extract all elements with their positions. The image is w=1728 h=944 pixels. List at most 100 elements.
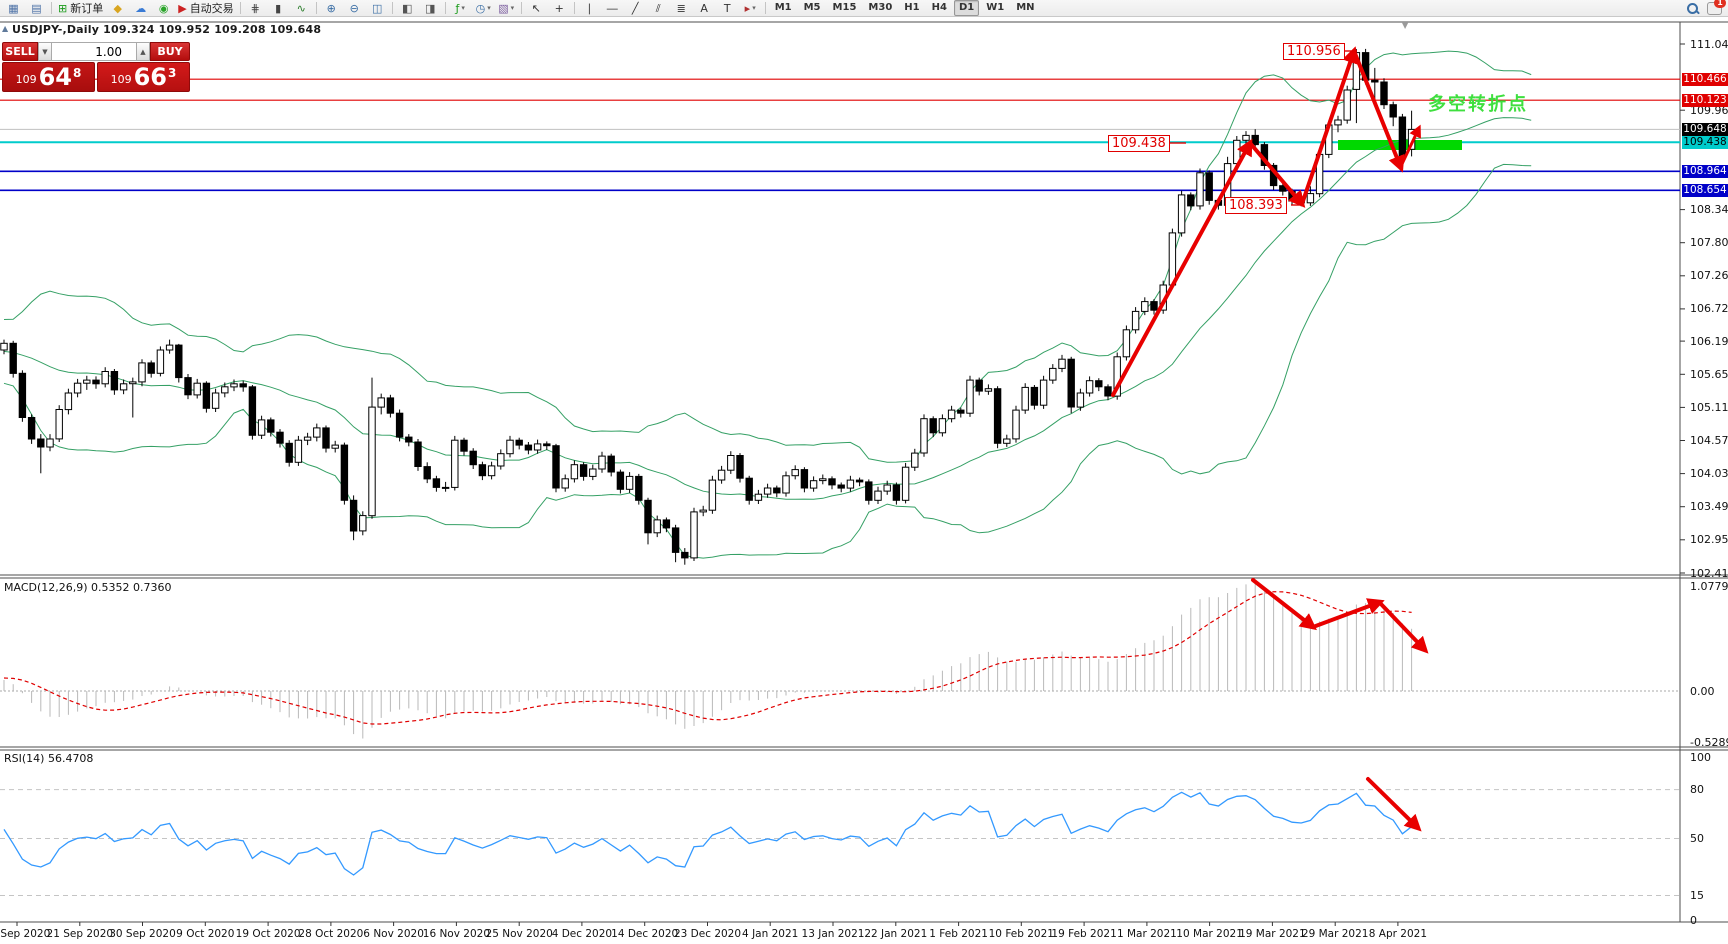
- search-icon[interactable]: [1687, 2, 1700, 15]
- trendline-icon[interactable]: ╱: [624, 0, 647, 17]
- bar-chart-icon[interactable]: ⋕: [244, 0, 267, 17]
- volume-increase-button[interactable]: ▲: [136, 42, 150, 61]
- buy-price-main: 66: [133, 63, 168, 91]
- macd-indicator: [0, 584, 1680, 739]
- data-window-icon[interactable]: ▤: [25, 0, 48, 17]
- new-order-button: ⊞: [58, 1, 68, 15]
- date-axis-label: 13 Jan 2021: [801, 928, 865, 940]
- line-chart-icon: ∿: [296, 1, 306, 15]
- window-layout-icon[interactable]: ◨: [419, 0, 442, 17]
- timeframe-mn-button[interactable]: MN: [1016, 2, 1035, 13]
- timeframe-m15-button[interactable]: M15: [832, 2, 857, 13]
- horizontal-line-icon: ―: [606, 1, 618, 15]
- sell-price-main: 64: [38, 63, 73, 91]
- trendline-icon: ╱: [631, 1, 639, 15]
- chart-window-icon[interactable]: ▦: [2, 0, 25, 17]
- timeframe-m5-button[interactable]: M5: [803, 2, 821, 13]
- autotrade-button[interactable]: ▶ 自动交易: [178, 1, 234, 15]
- history-center-icon[interactable]: ◆: [106, 0, 129, 17]
- sell-price-display[interactable]: 109 64 8: [2, 62, 95, 92]
- horizontal-line-icon[interactable]: ―: [601, 0, 624, 17]
- zoom-out-icon[interactable]: ⊖: [343, 0, 366, 17]
- annotation-note-text[interactable]: 多空转折点: [1428, 94, 1528, 115]
- rsi-axis-label: 100: [1690, 750, 1711, 764]
- chart-profile-icon[interactable]: ◧: [396, 0, 419, 17]
- date-axis-label: 1 Mar 2021: [1116, 928, 1177, 940]
- arrows-icon[interactable]: ▸ ▾: [739, 0, 762, 17]
- buy-price-prefix: 109: [110, 73, 132, 86]
- new-order-button[interactable]: ⊞ 新订单: [58, 1, 104, 15]
- notifications-icon[interactable]: 1: [1707, 0, 1726, 15]
- macd-label: MACD(12,26,9) 0.5352 0.7360: [2, 581, 174, 594]
- date-axis-label: 23 Dec 2020: [673, 928, 742, 940]
- candles: [0, 48, 1416, 565]
- price-axis-tick: 109.960: [1690, 103, 1728, 117]
- one-click-trading-panel: SELL ▼ 1.00 ▲ BUY 109 64 8 109 66 3: [2, 42, 190, 92]
- zoom-in-icon[interactable]: ⊕: [320, 0, 343, 17]
- text-icon: A: [700, 1, 708, 15]
- date-axis-label: 11 Sep 2020: [0, 928, 51, 940]
- zoom-in-icon: ⊕: [326, 1, 336, 15]
- macd-axis-label: 0.00: [1690, 685, 1715, 698]
- buy-button[interactable]: BUY: [150, 42, 190, 61]
- date-axis-label: 14 Dec 2020: [611, 928, 679, 940]
- date-axis-label: 25 Nov 2020: [485, 928, 553, 940]
- timeframe-w1-button[interactable]: W1: [986, 2, 1005, 13]
- periods-icon: ◷: [475, 1, 486, 15]
- timeframe-h1-button[interactable]: H1: [904, 2, 920, 13]
- price-axis-tick: 106.195: [1690, 334, 1728, 348]
- community-icon[interactable]: ☁: [129, 0, 152, 17]
- toolbar-right: 1: [1687, 0, 1726, 15]
- volume-decrease-button[interactable]: ▼: [38, 42, 52, 61]
- add-indicator-icon[interactable]: ƒ ▾: [449, 0, 472, 17]
- one-click-collapse-icon[interactable]: ▲: [2, 24, 9, 33]
- sell-button[interactable]: SELL: [2, 42, 38, 61]
- channel-icon[interactable]: ⫽: [647, 0, 670, 17]
- fibonacci-icon[interactable]: ≣: [670, 0, 693, 17]
- text-label-icon[interactable]: T: [716, 0, 739, 17]
- price-axis-tick: 106.720: [1690, 302, 1728, 316]
- chart-profile-icon: ◧: [401, 1, 413, 15]
- dropdown-caret-icon: ▾: [510, 4, 515, 12]
- annotation-price-label-mid[interactable]: 109.438: [1108, 135, 1170, 152]
- cursor-icon[interactable]: ↖: [525, 0, 548, 17]
- arrows-icon: ▸: [744, 1, 751, 15]
- timeframe-d1-button[interactable]: D1: [953, 0, 980, 16]
- text-label-icon: T: [723, 1, 731, 15]
- timeframe-h4-button[interactable]: H4: [931, 2, 947, 13]
- vertical-line-icon[interactable]: ∣: [578, 0, 601, 17]
- price-axis-tick: 107.800: [1690, 236, 1728, 250]
- macd-axis-label: 1.0779: [1690, 580, 1728, 593]
- annotation-price-label-high[interactable]: 110.956: [1283, 43, 1345, 60]
- date-axis-label: 8 Apr 2021: [1368, 928, 1428, 940]
- signals-icon[interactable]: ◉: [152, 0, 175, 17]
- price-axis-tick: 107.260: [1690, 269, 1728, 283]
- date-axis-label: 4 Dec 2020: [551, 928, 613, 940]
- date-axis-label: 30 Sep 2020: [109, 928, 176, 940]
- zoom-out-icon: ⊖: [349, 1, 359, 15]
- annotation-price-label-low[interactable]: 108.393: [1225, 197, 1287, 214]
- timeframe-m1-button[interactable]: M1: [774, 2, 792, 13]
- channel-icon: ⫽: [655, 1, 661, 15]
- price-axis-tick: 104.035: [1690, 467, 1728, 481]
- volume-input[interactable]: 1.00: [52, 42, 136, 61]
- text-icon[interactable]: A: [693, 0, 716, 17]
- tile-windows-icon[interactable]: ◫: [366, 0, 389, 17]
- date-axis-label: 9 Oct 2020: [176, 928, 235, 940]
- chart-shift-marker[interactable]: ▼: [1402, 21, 1409, 30]
- sell-price-prefix: 109: [15, 73, 37, 86]
- crosshair-icon[interactable]: +: [548, 0, 571, 17]
- buy-price-display[interactable]: 109 66 3: [97, 62, 190, 92]
- price-line-badge: 108.654: [1682, 183, 1728, 197]
- rsi-axis-label: 50: [1690, 832, 1704, 845]
- timeframe-m30-button[interactable]: M30: [868, 2, 893, 13]
- candlestick-chart-icon[interactable]: ▮: [267, 0, 290, 17]
- date-axis-label: 10 Feb 2021: [988, 928, 1054, 940]
- periods-icon[interactable]: ◷ ▾: [472, 0, 495, 17]
- templates-icon[interactable]: ▧ ▾: [495, 0, 518, 17]
- dropdown-caret-icon: ▾: [752, 4, 756, 12]
- date-axis-label: 6 Nov 2020: [363, 928, 424, 940]
- line-chart-icon[interactable]: ∿: [290, 0, 313, 17]
